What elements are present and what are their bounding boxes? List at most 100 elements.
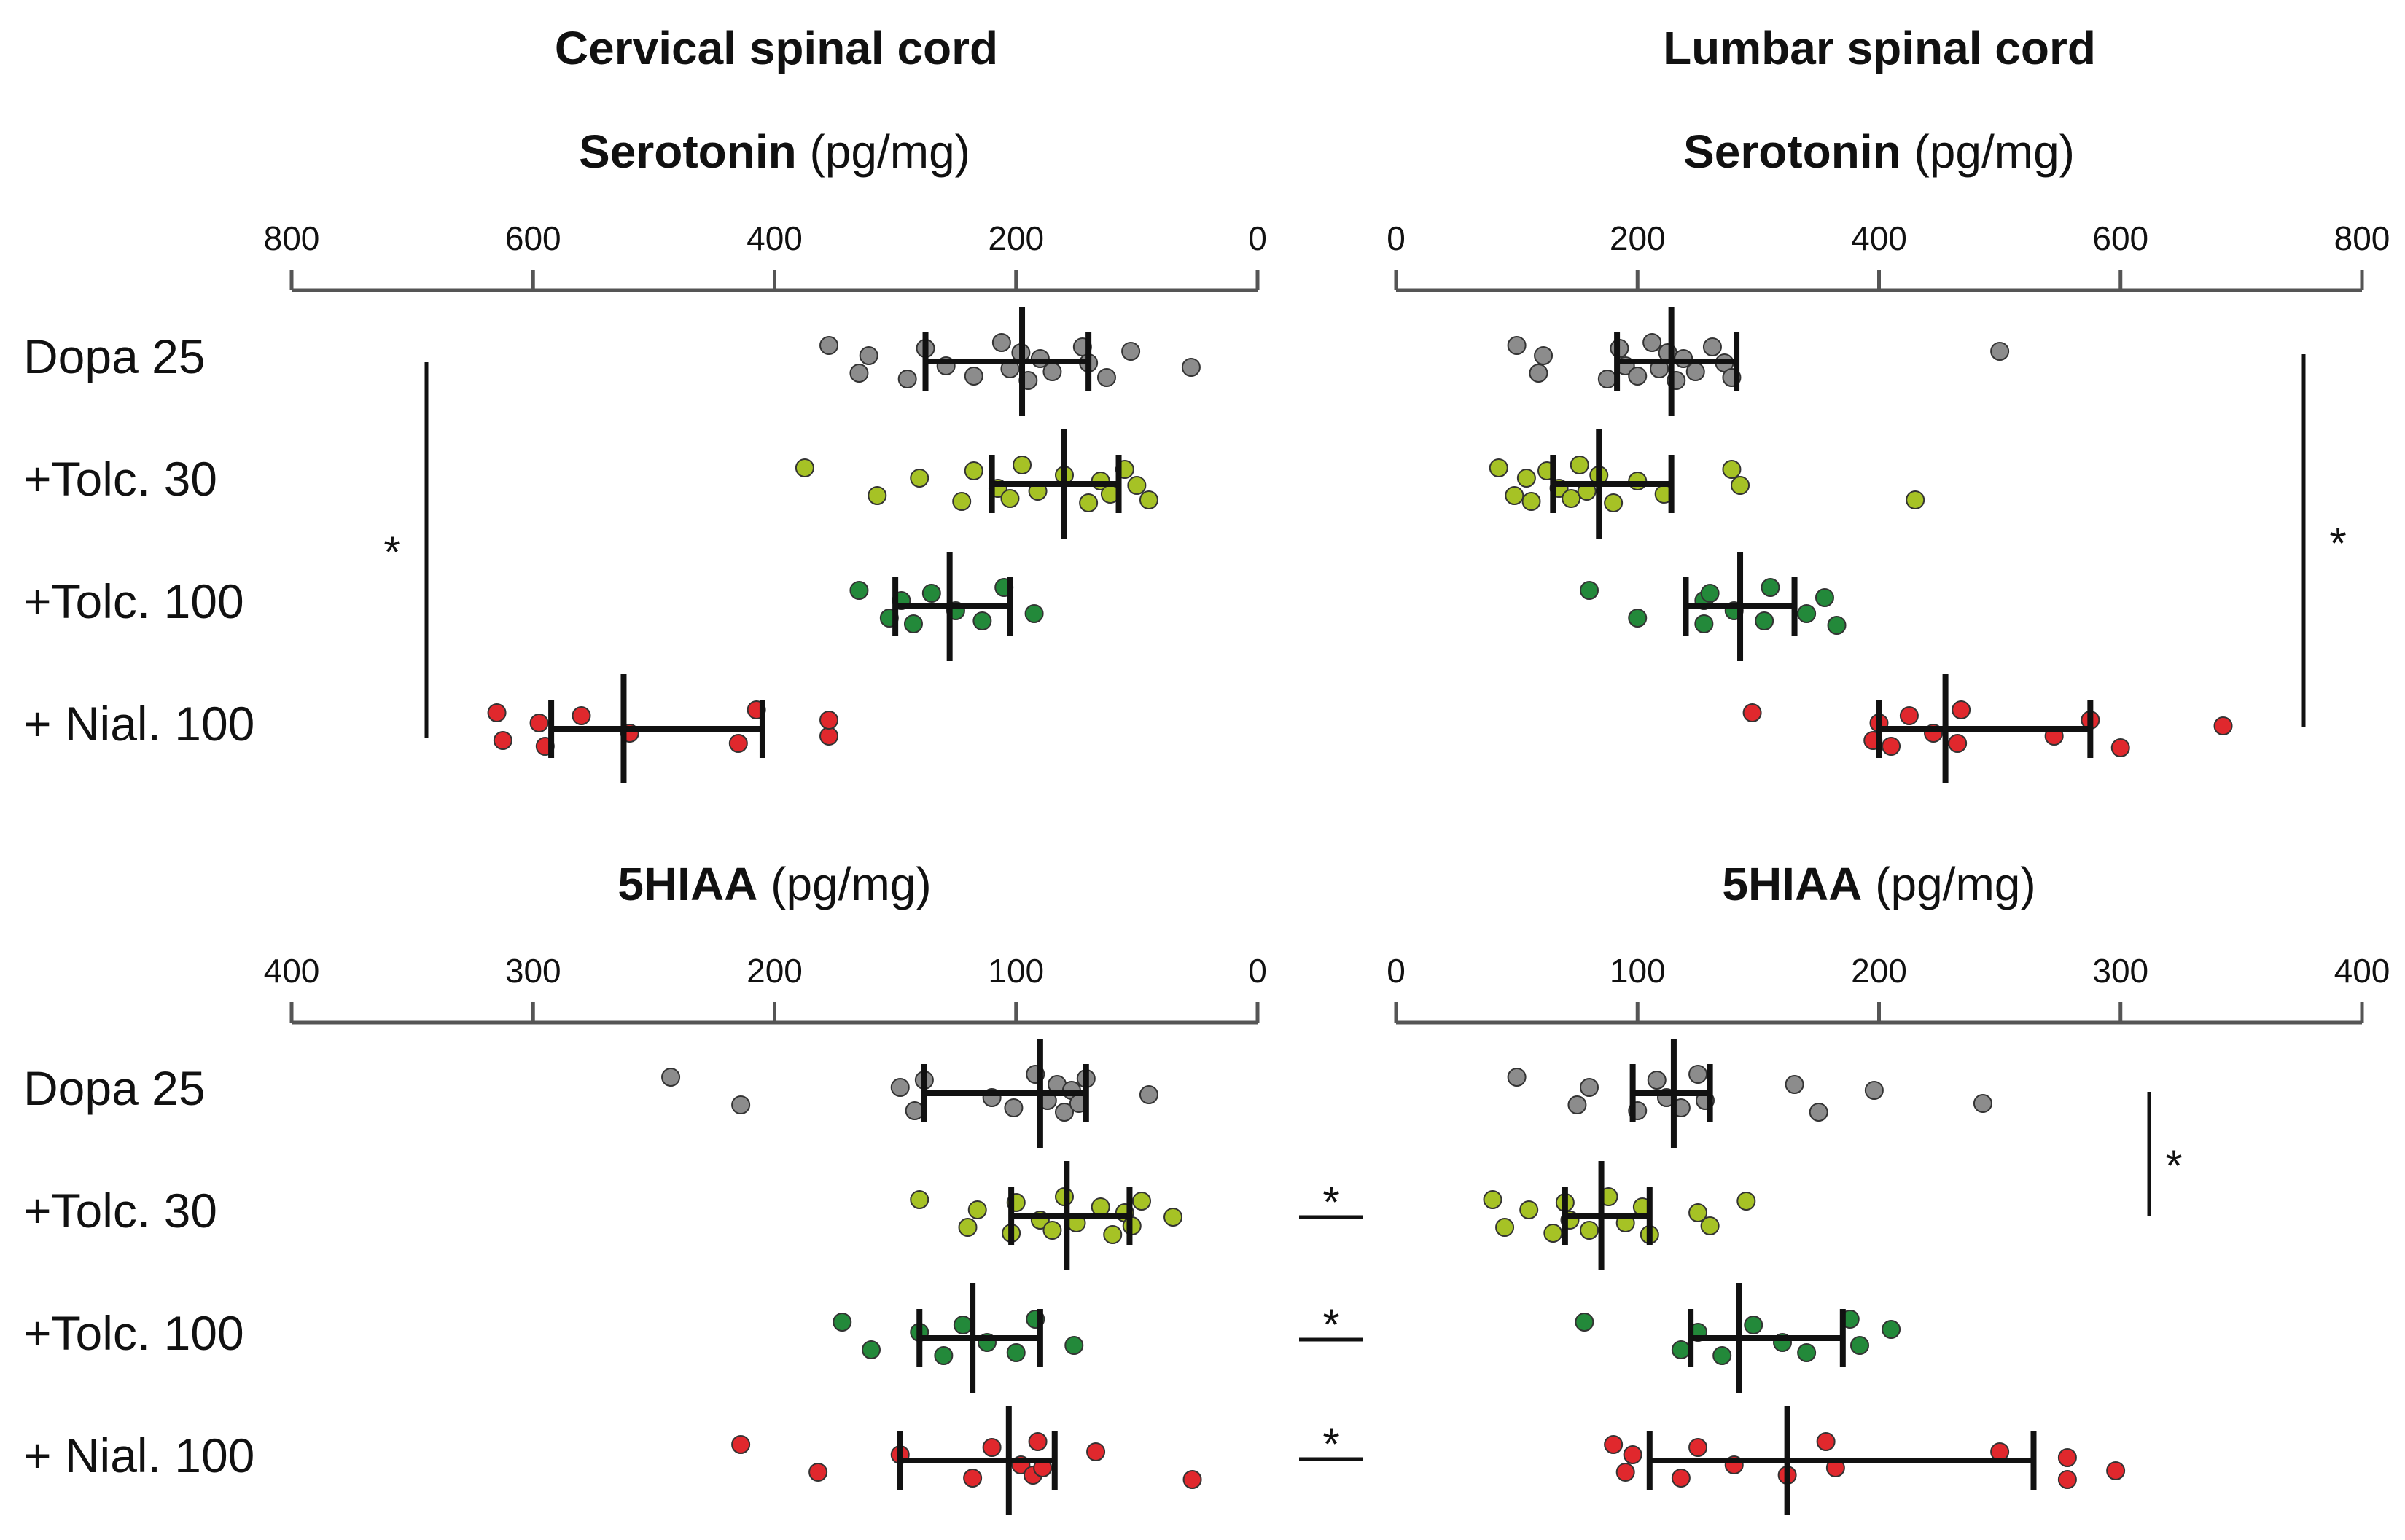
data-point: [953, 1316, 972, 1334]
panel-lumbar-5hiaa: 5HIAA (pg/mg) 0 100 200 300 400: [1387, 858, 2390, 1515]
x-tick-label: 100: [988, 952, 1044, 990]
data-point: [1694, 614, 1714, 633]
data-point: [1742, 703, 1762, 722]
row-label-dopa25-bottom: Dopa 25: [23, 1061, 206, 1115]
data-point: [849, 581, 869, 600]
data-point: [1604, 1435, 1624, 1454]
data-point: [1163, 1208, 1183, 1227]
data-point: [897, 370, 917, 388]
data-point: [1755, 611, 1774, 630]
data-point: [661, 1068, 681, 1087]
data-point: [731, 1095, 751, 1114]
x-tick-label: 200: [988, 219, 1044, 257]
data-point: [967, 1200, 987, 1219]
x-tick-label: 400: [747, 219, 803, 257]
data-point: [819, 336, 839, 355]
panel-lumbar-serotonin: Serotonin (pg/mg) 0 200 400 600 800: [1387, 125, 2390, 783]
data-point: [1712, 1346, 1732, 1365]
data-point: [964, 461, 983, 480]
data-point: [1864, 1081, 1884, 1100]
data-point: [808, 1463, 828, 1482]
data-point: [1604, 493, 1624, 512]
data-point: [1055, 1103, 1074, 1122]
data-point: [1580, 1078, 1599, 1097]
data-point: [1534, 346, 1554, 365]
data-point: [1079, 493, 1099, 512]
row-label-tolc100-bottom: +Tolc. 100: [23, 1306, 244, 1360]
data-point: [1507, 1068, 1527, 1087]
sig-star-5hiaa-tolc30: *: [1322, 1178, 1339, 1227]
data-point: [1882, 737, 1901, 756]
data-point: [868, 486, 887, 505]
data-point: [1688, 1203, 1708, 1222]
panel-cervical-5hiaa: 5HIAA (pg/mg) 400 300 200 100 0: [264, 858, 1267, 1515]
panel-title: Serotonin (pg/mg): [579, 125, 970, 178]
data-point: [1722, 460, 1742, 479]
x-tick-label: 300: [505, 952, 561, 990]
data-point: [487, 703, 507, 722]
data-point: [1671, 1340, 1691, 1359]
data-point: [1827, 616, 1847, 635]
data-point: [529, 714, 549, 732]
data-point: [833, 1313, 852, 1332]
data-point: [1615, 1463, 1635, 1482]
data-point: [1623, 1445, 1642, 1464]
data-point: [1744, 1316, 1763, 1334]
row-label-tolc100-top: +Tolc. 100: [23, 574, 244, 628]
x-tick-label: 300: [2092, 952, 2148, 990]
data-point: [972, 611, 992, 630]
data-point: [1516, 469, 1536, 488]
significance-annotations: * * * * * *: [383, 354, 2347, 1469]
data-point: [1671, 1469, 1691, 1488]
data-point: [1797, 1343, 1817, 1362]
x-tick-label: 800: [264, 219, 320, 257]
row-labels-top: Dopa 25 +Tolc. 30 +Tolc. 100 + Nial. 100: [23, 329, 254, 751]
data-point: [952, 492, 972, 511]
data-point: [849, 364, 869, 383]
x-tick-label: 200: [747, 952, 803, 990]
data-point: [731, 1435, 751, 1454]
x-tick-label: 200: [1610, 219, 1666, 257]
x-tick-label: 400: [264, 952, 320, 990]
data-point: [1543, 1224, 1563, 1243]
data-point: [1906, 490, 1925, 509]
data-point: [1182, 1470, 1202, 1489]
sig-star-5hiaa-tolc100: *: [1322, 1300, 1339, 1349]
column-title-cervical: Cervical spinal cord: [555, 22, 998, 74]
data-point: [1103, 1225, 1123, 1244]
data-point: [1816, 1432, 1836, 1451]
data-point: [2110, 738, 2130, 757]
data-point: [1042, 1221, 1062, 1240]
sig-star-lumbar-5hiaa: *: [2165, 1141, 2182, 1190]
data-point: [2213, 716, 2233, 735]
row-label-dopa25-top: Dopa 25: [23, 329, 206, 383]
x-tick-label: 600: [2092, 219, 2148, 257]
data-point: [1899, 706, 1919, 725]
x-tick-label: 0: [1248, 952, 1267, 990]
data-point: [910, 469, 929, 488]
data-point: [1685, 362, 1705, 381]
data-point: [1519, 1200, 1539, 1219]
data-point: [934, 1346, 954, 1365]
data-point: [1642, 333, 1662, 352]
data-point: [1575, 1313, 1594, 1332]
data-point: [795, 458, 814, 477]
data-point: [1597, 370, 1617, 388]
panel-title-measure: 5HIAA: [617, 858, 757, 910]
data-point: [1000, 489, 1020, 508]
data-point: [1815, 588, 1834, 607]
data-point: [1700, 1216, 1720, 1235]
data-point: [1647, 1071, 1667, 1090]
data-point: [1024, 604, 1044, 623]
data-point: [1570, 456, 1589, 474]
data-point: [1973, 1094, 1992, 1113]
data-point: [862, 1340, 881, 1359]
row-labels-bottom: Dopa 25 +Tolc. 30 +Tolc. 100 + Nial. 100: [23, 1061, 254, 1482]
x-tick-label: 0: [1248, 219, 1267, 257]
data-point: [1948, 734, 1968, 753]
data-point: [1505, 486, 1524, 505]
data-point: [1809, 1103, 1828, 1122]
data-point: [964, 367, 983, 386]
data-point: [2057, 1448, 2077, 1467]
